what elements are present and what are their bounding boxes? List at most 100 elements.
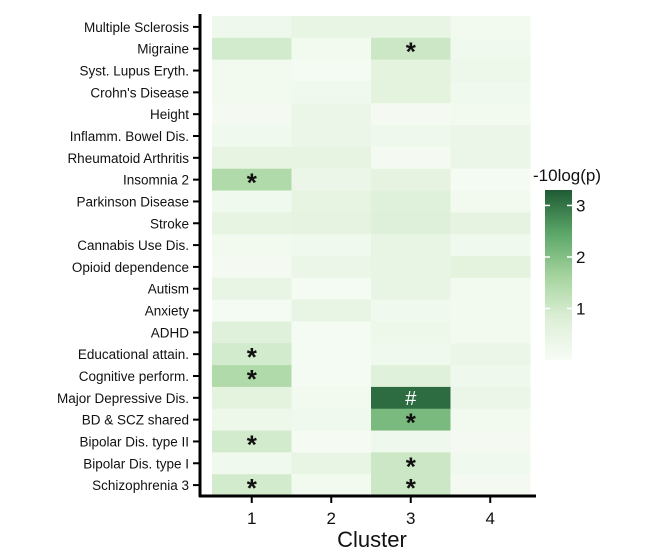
heatmap-cell bbox=[212, 168, 292, 192]
heatmap-cell bbox=[450, 408, 531, 432]
heatmap-cell bbox=[371, 125, 451, 148]
significance-asterisk: * bbox=[247, 342, 258, 372]
heatmap-cell bbox=[212, 103, 292, 126]
heatmap-cell bbox=[450, 256, 531, 279]
heatmap-cell bbox=[212, 365, 292, 388]
x-axis: 1 2 3 4 bbox=[199, 494, 536, 528]
colorbar-tick-label: 1 bbox=[576, 299, 585, 318]
colorbar-legend: -10log(p) 1 2 3 bbox=[533, 166, 601, 360]
y-tick-label: Insomnia 2 bbox=[123, 173, 189, 188]
heatmap-cell bbox=[371, 256, 451, 279]
heatmap-cells bbox=[212, 16, 531, 497]
significance-asterisk: * bbox=[247, 364, 258, 394]
heatmap-cell bbox=[450, 59, 531, 82]
significance-asterisk: * bbox=[247, 429, 258, 459]
heatmap-cell bbox=[291, 365, 372, 388]
heatmap-cell bbox=[371, 299, 451, 322]
y-tick-label: ADHD bbox=[151, 325, 190, 340]
x-tick-label: 2 bbox=[327, 509, 336, 528]
colorbar-gradient bbox=[545, 190, 572, 360]
heatmap-cell bbox=[212, 474, 292, 497]
heatmap-cell bbox=[371, 146, 451, 170]
heatmap-cell bbox=[450, 365, 531, 388]
heatmap-cell bbox=[450, 321, 531, 344]
y-tick-label: Stroke bbox=[150, 216, 189, 231]
y-tick-label: Height bbox=[150, 107, 189, 122]
heatmap-cell bbox=[450, 299, 531, 322]
heatmap-cell bbox=[371, 408, 451, 432]
heatmap-cell bbox=[291, 321, 372, 344]
heatmap-cell bbox=[291, 81, 372, 104]
y-tick-label: Crohn's Disease bbox=[90, 85, 189, 100]
heatmap-cell bbox=[450, 125, 531, 148]
heatmap-cell bbox=[291, 386, 372, 410]
heatmap-cell bbox=[291, 452, 372, 475]
heatmap-cell bbox=[450, 190, 531, 213]
heatmap-cell bbox=[371, 321, 451, 344]
significance-asterisk: * bbox=[247, 168, 258, 198]
heatmap-cell bbox=[212, 343, 292, 366]
heatmap-cell bbox=[212, 81, 292, 104]
heatmap-cell bbox=[371, 277, 451, 301]
heatmap-cell bbox=[450, 168, 531, 192]
significance-asterisk: * bbox=[247, 473, 258, 503]
heatmap-cell bbox=[291, 277, 372, 301]
heatmap-cell bbox=[291, 16, 372, 39]
heatmap-cell bbox=[212, 125, 292, 148]
heatmap-cell bbox=[212, 37, 292, 61]
heatmap-cell bbox=[212, 146, 292, 170]
heatmap-cell bbox=[450, 343, 531, 366]
heatmap-cell bbox=[450, 277, 531, 301]
significance-asterisk: * bbox=[406, 408, 417, 438]
heatmap-cell bbox=[450, 452, 531, 475]
y-tick-label: Major Depressive Dis. bbox=[57, 391, 189, 406]
y-tick-label: Parkinson Disease bbox=[76, 194, 189, 209]
heatmap-cell bbox=[291, 168, 372, 192]
heatmap-cell bbox=[291, 256, 372, 279]
heatmap-cell bbox=[291, 190, 372, 213]
y-tick-label: Rheumatoid Arthritis bbox=[67, 151, 189, 166]
heatmap-cell bbox=[291, 474, 372, 497]
y-tick-label: Anxiety bbox=[145, 304, 190, 319]
heatmap-cell bbox=[371, 168, 451, 192]
heatmap-cell bbox=[212, 321, 292, 344]
y-tick-label: Opioid dependence bbox=[72, 260, 189, 275]
heatmap-cell bbox=[371, 343, 451, 366]
y-tick-label: Bipolar Dis. type II bbox=[79, 434, 189, 449]
heatmap-cell bbox=[291, 146, 372, 170]
heatmap-cell bbox=[291, 212, 372, 235]
colorbar-tick-label: 3 bbox=[576, 196, 585, 215]
heatmap-cell bbox=[450, 146, 531, 170]
heatmap-cell bbox=[450, 386, 531, 410]
colorbar-ticks: 1 2 3 bbox=[545, 196, 585, 318]
y-tick-label: Syst. Lupus Eryth. bbox=[79, 64, 189, 79]
y-axis: Multiple Sclerosis Migraine Syst. Lupus Er… bbox=[57, 14, 202, 497]
colorbar-tick-label: 2 bbox=[576, 248, 585, 267]
x-tick-label: 4 bbox=[486, 509, 495, 528]
heatmap-cell bbox=[291, 37, 372, 61]
y-tick-label: Migraine bbox=[137, 42, 189, 57]
y-tick-label: Bipolar Dis. type I bbox=[83, 456, 189, 471]
heatmap-cell bbox=[212, 430, 292, 453]
heatmap-cell bbox=[291, 430, 372, 453]
x-tick-label: 3 bbox=[406, 509, 415, 528]
heatmap-cell bbox=[291, 125, 372, 148]
heatmap-cell bbox=[212, 256, 292, 279]
heatmap-cell bbox=[371, 234, 451, 257]
y-tick-label: Cognitive perform. bbox=[79, 369, 189, 384]
heatmap-cell bbox=[371, 190, 451, 213]
heatmap-cell bbox=[371, 37, 451, 61]
significance-marks: ****#**** * bbox=[247, 37, 418, 503]
heatmap-cell bbox=[212, 190, 292, 213]
heatmap-cell bbox=[212, 16, 292, 39]
heatmap-cell bbox=[212, 452, 292, 475]
hash-marker: # bbox=[405, 388, 417, 410]
heatmap-cell bbox=[212, 59, 292, 82]
x-tick-label: 1 bbox=[247, 509, 256, 528]
heatmap-cell bbox=[291, 343, 372, 366]
heatmap-cell bbox=[371, 16, 451, 39]
heatmap-cell bbox=[450, 37, 531, 61]
heatmap-cell bbox=[212, 277, 292, 301]
x-axis-title: Cluster bbox=[337, 527, 407, 552]
